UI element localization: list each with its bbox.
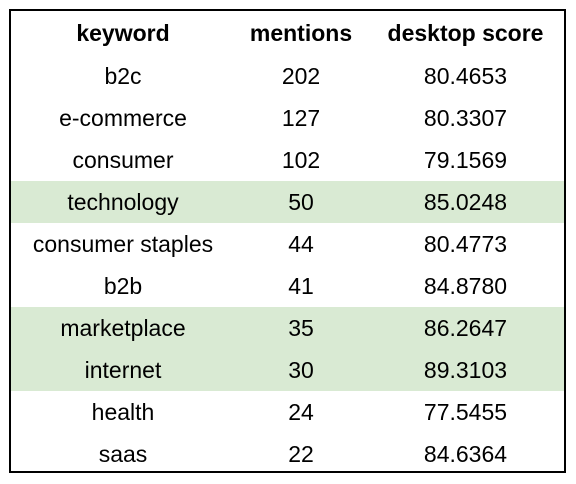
table-body: b2c 202 80.4653 e-commerce 127 80.3307 consume… bbox=[11, 55, 564, 475]
header-row: keyword mentions desktop score bbox=[11, 11, 564, 55]
cell-desktop-score: 89.3103 bbox=[367, 349, 564, 391]
keyword-table: keyword mentions desktop score b2c 202 80.… bbox=[9, 9, 566, 473]
cell-keyword: b2c bbox=[104, 62, 142, 89]
cell-keyword: saas bbox=[98, 440, 148, 467]
data-table: keyword mentions desktop score b2c 202 80.… bbox=[11, 11, 564, 475]
table-row: consumer 102 79.1569 bbox=[11, 139, 564, 181]
table-row: e-commerce 127 80.3307 bbox=[11, 97, 564, 139]
table-row: saas 22 84.6364 bbox=[11, 433, 564, 475]
column-header-desktop-score: desktop score bbox=[387, 19, 544, 46]
cell-mentions: 41 bbox=[288, 272, 314, 299]
table-row: b2b 41 84.8780 bbox=[11, 265, 564, 307]
cell-desktop-score: 77.5455 bbox=[423, 398, 508, 425]
cell-mentions: 202 bbox=[281, 62, 321, 89]
cell-keyword: internet bbox=[11, 349, 235, 391]
cell-desktop-score: 79.1569 bbox=[423, 146, 508, 173]
cell-desktop-score: 86.2647 bbox=[367, 307, 564, 349]
table-row: consumer staples 44 80.4773 bbox=[11, 223, 564, 265]
column-header-keyword: keyword bbox=[76, 19, 170, 46]
cell-keyword: marketplace bbox=[11, 307, 235, 349]
cell-mentions: 50 bbox=[235, 181, 367, 223]
cell-keyword: technology bbox=[11, 181, 235, 223]
cell-mentions: 44 bbox=[288, 230, 314, 257]
cell-mentions: 24 bbox=[288, 398, 314, 425]
cell-desktop-score: 80.3307 bbox=[423, 104, 508, 131]
cell-desktop-score: 85.0248 bbox=[367, 181, 564, 223]
cell-keyword: consumer staples bbox=[32, 230, 214, 257]
cell-keyword: e-commerce bbox=[59, 104, 187, 131]
cell-mentions: 30 bbox=[235, 349, 367, 391]
cell-keyword: b2b bbox=[103, 272, 143, 299]
cell-keyword: health bbox=[91, 398, 155, 425]
cell-mentions: 35 bbox=[235, 307, 367, 349]
column-header-mentions: mentions bbox=[249, 19, 353, 46]
cell-desktop-score: 84.8780 bbox=[423, 272, 508, 299]
cell-mentions: 102 bbox=[281, 146, 321, 173]
table-row: internet 30 89.3103 bbox=[11, 349, 564, 391]
cell-mentions: 22 bbox=[288, 440, 314, 467]
cell-desktop-score: 80.4653 bbox=[423, 62, 508, 89]
table-row: technology 50 85.0248 bbox=[11, 181, 564, 223]
table-row: marketplace 35 86.2647 bbox=[11, 307, 564, 349]
table-row: health 24 77.5455 bbox=[11, 391, 564, 433]
cell-keyword: consumer bbox=[72, 146, 174, 173]
table-row: b2c 202 80.4653 bbox=[11, 55, 564, 97]
cell-desktop-score: 80.4773 bbox=[423, 230, 508, 257]
cell-desktop-score: 84.6364 bbox=[423, 440, 508, 467]
cell-mentions: 127 bbox=[281, 104, 321, 131]
